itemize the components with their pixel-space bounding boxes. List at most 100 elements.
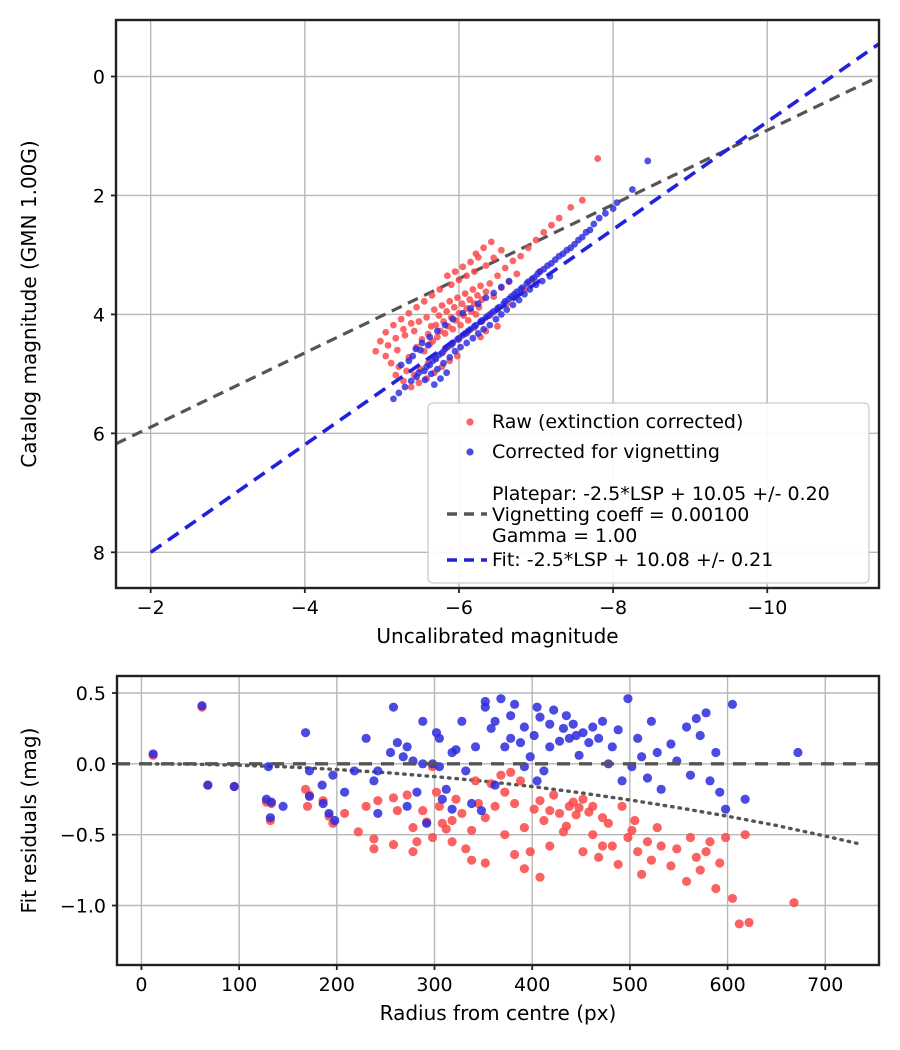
data-point <box>455 276 463 284</box>
data-point <box>266 797 276 807</box>
data-point <box>609 205 617 212</box>
data-point <box>602 209 609 217</box>
data-point <box>637 752 647 762</box>
data-point <box>392 737 402 748</box>
data-point <box>571 240 578 248</box>
data-point <box>397 361 405 369</box>
data-point <box>470 776 481 786</box>
data-point <box>588 801 598 811</box>
data-point <box>434 733 444 743</box>
data-point <box>401 383 409 391</box>
data-point <box>451 794 461 804</box>
data-point <box>490 289 498 297</box>
data-point <box>555 252 563 260</box>
data-point <box>418 805 428 816</box>
data-point <box>595 214 603 222</box>
data-point <box>433 327 441 335</box>
data-point <box>376 337 384 345</box>
data-point <box>454 294 461 302</box>
data-point <box>426 333 434 341</box>
data-point <box>302 801 313 811</box>
data-point <box>496 694 506 704</box>
ytick-label: 0 <box>93 67 105 89</box>
data-point <box>535 796 545 806</box>
data-point <box>793 747 803 758</box>
data-point <box>594 733 604 743</box>
data-point <box>519 864 529 874</box>
data-point <box>652 822 662 833</box>
data-point <box>472 311 480 318</box>
data-point <box>400 325 407 333</box>
data-point <box>263 762 274 772</box>
data-point <box>432 321 440 329</box>
data-point <box>486 321 494 329</box>
data-point <box>427 832 438 843</box>
legend-label: Vignetting coeff = 0.00100 <box>492 504 749 526</box>
xtick-label: −2 <box>137 597 165 619</box>
data-point <box>474 330 482 337</box>
ytick-label: 2 <box>93 185 105 207</box>
data-point <box>548 259 555 267</box>
xtick-label: −4 <box>291 597 319 619</box>
legend-entry: Raw (extinction corrected) <box>466 411 743 433</box>
ytick-label: 0.0 <box>76 754 106 776</box>
data-point <box>467 305 474 312</box>
data-point <box>534 270 541 278</box>
data-point <box>443 308 451 315</box>
data-point <box>402 790 412 800</box>
data-point <box>652 747 662 758</box>
data-point <box>494 272 501 280</box>
ytick-label: −0.5 <box>60 825 106 847</box>
data-point <box>490 716 500 726</box>
data-point <box>463 272 471 280</box>
data-point <box>644 157 652 165</box>
data-point <box>369 776 379 786</box>
data-point <box>393 346 401 354</box>
data-point <box>409 352 417 360</box>
magnitude-calibration-axes: −2 −4 −6 −8 −10 0 2 4 6 8 Uncalibrated magnitude Ca… <box>17 18 881 648</box>
data-point <box>561 821 571 831</box>
data-point <box>451 268 459 275</box>
data-point <box>721 804 731 814</box>
legend-box <box>427 402 870 584</box>
data-point <box>433 333 441 341</box>
legend-marker-dot <box>466 418 474 426</box>
data-point <box>578 847 588 857</box>
data-point <box>428 291 436 299</box>
data-point <box>447 815 457 826</box>
xtick-label: −10 <box>747 597 787 619</box>
xaxis-label: Radius from centre (px) <box>380 1001 617 1025</box>
data-point <box>574 750 584 760</box>
data-point <box>353 827 363 837</box>
data-point <box>447 281 455 289</box>
data-point <box>402 801 412 811</box>
data-point <box>740 794 750 804</box>
data-point <box>701 847 711 857</box>
data-point <box>421 376 429 384</box>
yaxis-label: Catalog magnitude (GMN 1.00G) <box>17 140 41 467</box>
data-point <box>515 737 526 748</box>
data-point <box>408 847 418 857</box>
data-point <box>467 855 477 865</box>
data-point <box>578 794 588 804</box>
data-point <box>328 770 338 780</box>
data-point <box>373 766 383 776</box>
data-point <box>373 796 383 806</box>
data-point <box>529 730 539 741</box>
data-point <box>525 752 535 762</box>
data-point <box>538 277 546 285</box>
data-point <box>388 793 399 803</box>
data-point <box>568 719 578 729</box>
data-point <box>695 865 705 875</box>
data-point <box>588 722 598 732</box>
legend-label: Fit: -2.5*LSP + 10.08 +/- 0.21 <box>492 549 773 571</box>
legend-label: Platepar: -2.5*LSP + 10.05 +/- 0.20 <box>492 483 830 505</box>
data-point <box>229 781 239 792</box>
data-point <box>539 815 549 826</box>
data-point <box>415 379 423 387</box>
data-point <box>437 794 447 804</box>
data-point <box>405 357 413 365</box>
data-point <box>427 370 435 378</box>
data-point <box>672 844 682 854</box>
data-point <box>656 841 666 851</box>
